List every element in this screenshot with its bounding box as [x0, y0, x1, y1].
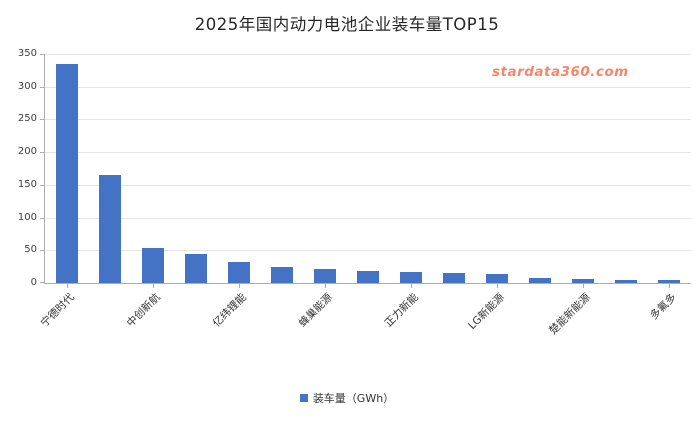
bar: [98, 175, 121, 283]
y-tick-label: 200: [17, 146, 37, 158]
bar: [400, 272, 423, 283]
x-axis-tick: [497, 284, 499, 288]
y-tick-label: 150: [17, 178, 37, 190]
bar: [357, 271, 379, 283]
bar: [486, 274, 509, 283]
x-category-label: 中创新航: [124, 291, 163, 330]
x-category-label: 多氟多: [648, 291, 680, 323]
y-axis-tick: [40, 250, 44, 252]
gridline: [45, 86, 691, 88]
legend-label: 装车量（GWh）: [312, 392, 395, 405]
x-axis-tick: [669, 284, 671, 288]
x-category-label: 亿纬锂能: [210, 291, 249, 330]
x-axis-tick: [152, 284, 154, 288]
x-axis-tick: [238, 284, 240, 288]
x-axis-tick: [411, 284, 413, 288]
x-category-label: 楚能新能源: [547, 291, 594, 337]
y-axis-tick: [40, 217, 44, 219]
x-category-label: 宁德时代: [38, 291, 77, 330]
bar: [227, 262, 250, 283]
y-tick-label: 50: [24, 244, 37, 256]
legend-swatch: [299, 394, 308, 402]
y-axis-tick: [40, 119, 44, 121]
gridline: [45, 217, 691, 219]
bar: [184, 254, 207, 283]
bar: [443, 273, 466, 283]
y-axis-tick: [40, 152, 44, 154]
gridline: [45, 184, 691, 186]
bar: [141, 248, 164, 283]
y-axis-tick: [40, 54, 44, 55]
x-category-label: LG新能源: [466, 291, 507, 332]
x-axis-tick: [324, 284, 326, 288]
gridline: [45, 54, 691, 55]
chart-title: 2025年国内动力电池企业装车量TOP15: [194, 15, 500, 34]
x-category-label: 正力新能: [382, 291, 421, 330]
y-tick-label: 0: [30, 277, 37, 288]
gridline: [45, 152, 691, 154]
plot-area: [40, 54, 691, 288]
bar: [529, 278, 552, 283]
watermark: stardata360.com: [492, 64, 629, 80]
bar: [572, 279, 595, 283]
y-tick-label: 300: [17, 80, 37, 92]
bar: [313, 269, 336, 283]
y-axis-tick: [40, 282, 44, 283]
y-tick-label: 100: [17, 211, 37, 223]
x-category-label: 蜂巢能源: [296, 291, 335, 330]
bar: [270, 267, 293, 283]
bar: [658, 280, 681, 283]
x-axis-tick: [66, 284, 68, 288]
y-tick-label: 250: [17, 113, 37, 125]
bar: [55, 64, 78, 283]
y-tick-label: 350: [17, 48, 37, 59]
gridline: [45, 250, 691, 252]
y-axis-tick: [40, 184, 44, 186]
bar: [615, 280, 638, 283]
x-axis-tick: [583, 284, 585, 288]
y-axis-tick: [40, 86, 44, 88]
legend: 装车量（GWh）: [0, 390, 694, 406]
gridline: [45, 119, 691, 121]
